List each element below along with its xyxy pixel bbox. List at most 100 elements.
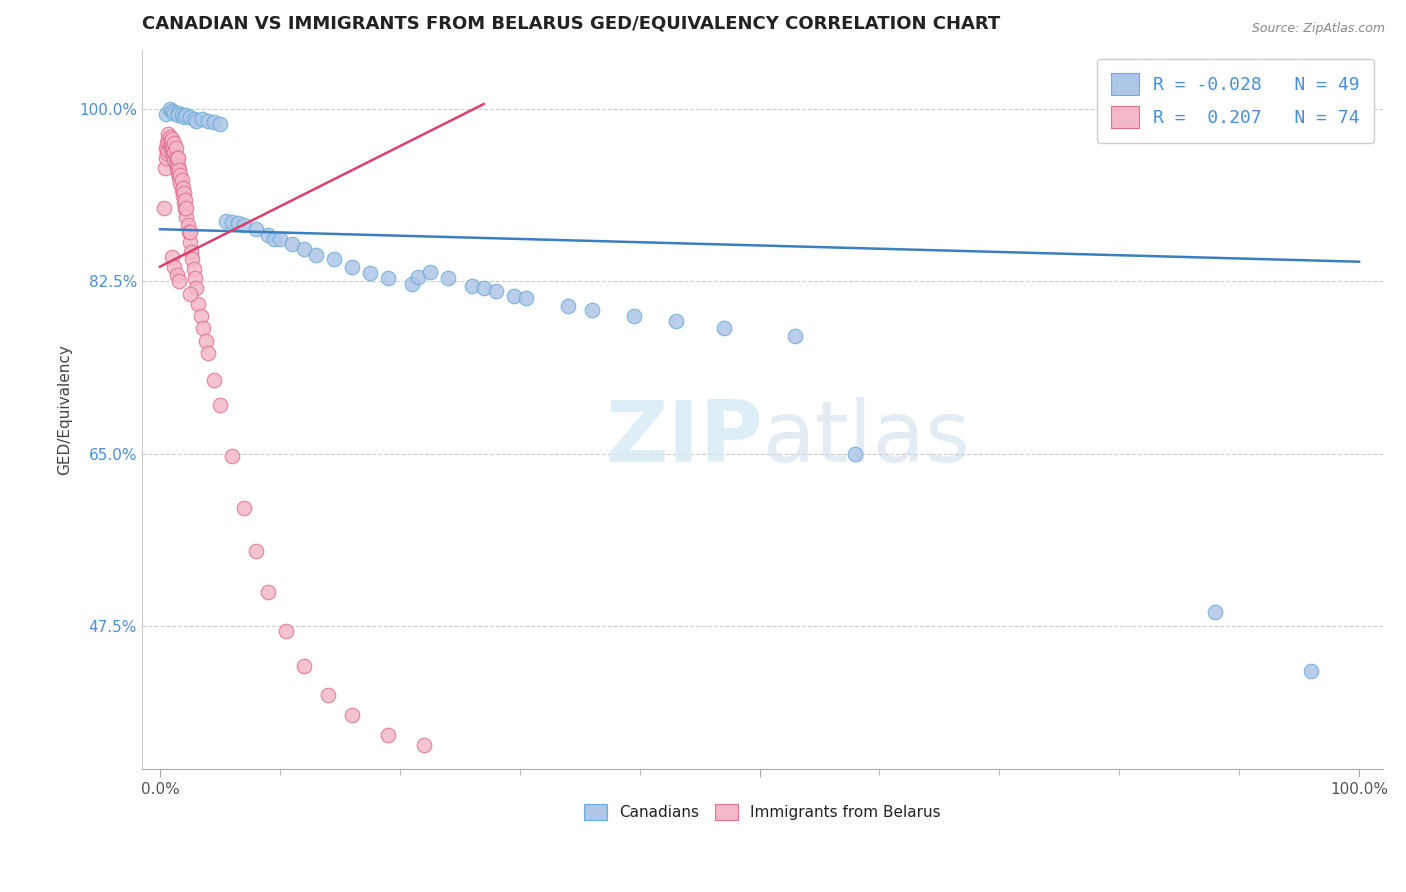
Point (167, 108, 190, 122)
Point (159, 102, 181, 116)
Point (160, 139, 183, 153)
Text: Source: ZipAtlas.com: Source: ZipAtlas.com (1251, 22, 1385, 36)
Text: CANADIAN VS IMMIGRANTS FROM BELARUS GED/EQUIVALENCY CORRELATION CHART: CANADIAN VS IMMIGRANTS FROM BELARUS GED/… (142, 15, 1000, 33)
Point (202, 373, 225, 387)
Point (191, 112, 214, 126)
Point (623, 309, 645, 323)
Point (179, 225, 201, 239)
Point (159, 141, 181, 155)
Point (461, 279, 484, 293)
Point (274, 624, 297, 639)
Point (169, 176, 191, 190)
Point (257, 585, 280, 599)
Point (183, 261, 205, 276)
Point (581, 303, 603, 318)
Point (377, 728, 399, 742)
Point (155, 141, 177, 155)
Point (157, 131, 180, 145)
Point (157, 144, 180, 158)
Point (202, 115, 225, 129)
Point (177, 225, 200, 239)
Point (176, 219, 198, 233)
Point (167, 151, 190, 165)
Point (167, 106, 190, 120)
Point (166, 161, 188, 175)
Point (159, 129, 181, 144)
Point (1301, 664, 1323, 678)
Point (713, 320, 735, 334)
Point (174, 193, 197, 207)
Point (208, 398, 231, 412)
Point (194, 334, 217, 348)
Point (170, 173, 193, 187)
Legend: Canadians, Immigrants from Belarus: Canadians, Immigrants from Belarus (578, 798, 946, 826)
Point (162, 141, 184, 155)
Point (412, 738, 434, 752)
Point (292, 242, 315, 256)
Point (157, 127, 180, 141)
Point (179, 235, 201, 249)
Text: atlas: atlas (762, 397, 970, 480)
Y-axis label: GED/Equivalency: GED/Equivalency (58, 344, 72, 475)
Point (160, 146, 183, 161)
Point (436, 271, 458, 285)
Point (159, 139, 181, 153)
Point (245, 543, 267, 558)
Point (221, 215, 243, 229)
Point (165, 149, 187, 163)
Point (502, 289, 524, 303)
Point (197, 346, 219, 360)
Point (377, 271, 399, 285)
Point (155, 107, 177, 121)
Point (281, 237, 304, 252)
Point (167, 163, 190, 178)
Point (165, 141, 187, 155)
Point (172, 181, 194, 195)
Point (159, 134, 181, 148)
Point (292, 658, 315, 673)
Point (160, 103, 183, 118)
Point (184, 113, 207, 128)
Point (472, 281, 495, 295)
Point (305, 248, 328, 262)
Point (183, 112, 205, 126)
Point (173, 110, 195, 124)
Point (191, 320, 214, 334)
Point (257, 228, 280, 243)
Point (174, 202, 197, 217)
Point (785, 328, 807, 343)
Point (180, 244, 202, 259)
Point (169, 168, 191, 182)
Point (163, 260, 186, 274)
Point (515, 291, 537, 305)
Point (167, 275, 190, 289)
Point (162, 149, 184, 163)
Point (167, 159, 190, 173)
Point (163, 106, 186, 120)
Point (172, 188, 194, 202)
Point (184, 271, 207, 285)
Point (163, 136, 186, 151)
Point (340, 708, 363, 723)
Point (179, 110, 201, 124)
Point (173, 186, 195, 200)
Point (153, 161, 176, 175)
Point (166, 268, 188, 282)
Point (226, 216, 249, 230)
Point (844, 447, 866, 461)
Point (167, 166, 190, 180)
Point (316, 689, 339, 703)
Point (156, 146, 179, 161)
Point (665, 314, 688, 328)
Point (557, 299, 579, 313)
Point (181, 252, 204, 266)
Point (173, 195, 195, 210)
Point (340, 260, 363, 274)
Point (245, 222, 267, 236)
Point (322, 252, 344, 266)
Point (163, 145, 186, 160)
Point (176, 201, 198, 215)
Point (179, 287, 201, 301)
Point (263, 232, 285, 246)
Point (359, 266, 381, 280)
